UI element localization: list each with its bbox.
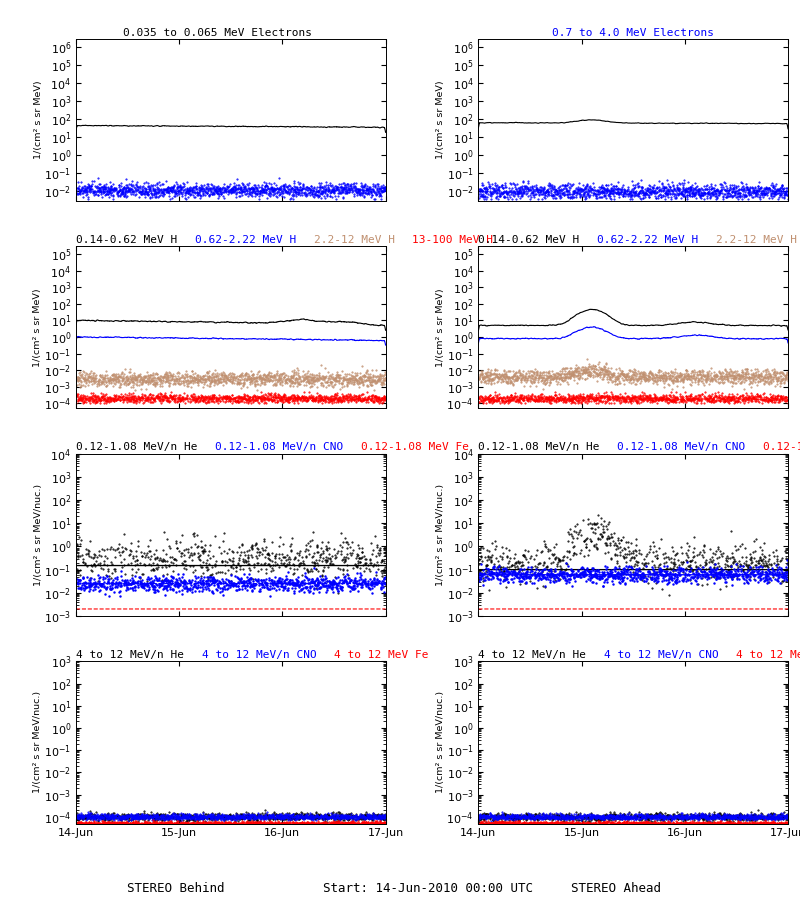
Y-axis label: 1/(cm² s sr MeV/nuc.): 1/(cm² s sr MeV/nuc.) [34, 691, 42, 794]
Text: 0.62-2.22 MeV H: 0.62-2.22 MeV H [597, 235, 712, 245]
Text: 4 to 12 MeV Fe: 4 to 12 MeV Fe [334, 650, 428, 660]
Title: 0.035 to 0.065 MeV Electrons    : 0.035 to 0.065 MeV Electrons [122, 28, 338, 38]
Text: 2.2-12 MeV H: 2.2-12 MeV H [716, 235, 800, 245]
Text: 0.12-1.08 MeV Fe: 0.12-1.08 MeV Fe [361, 442, 469, 452]
Text: 13-100 MeV H: 13-100 MeV H [412, 235, 493, 245]
Text: STEREO Behind: STEREO Behind [127, 883, 225, 896]
Y-axis label: 1/(cm² s sr MeV): 1/(cm² s sr MeV) [436, 80, 445, 159]
Text: STEREO Ahead: STEREO Ahead [571, 883, 661, 896]
Text: 4 to 12 MeV/n CNO: 4 to 12 MeV/n CNO [604, 650, 732, 660]
Text: 2.2-12 MeV H: 2.2-12 MeV H [314, 235, 408, 245]
Y-axis label: 1/(cm² s sr MeV/nuc.): 1/(cm² s sr MeV/nuc.) [436, 691, 445, 794]
Text: 0.62-2.22 MeV H: 0.62-2.22 MeV H [194, 235, 310, 245]
Text: 0.12-1.08 MeV/n He: 0.12-1.08 MeV/n He [76, 442, 211, 452]
Title: 0.7 to 4.0 MeV Electrons: 0.7 to 4.0 MeV Electrons [552, 28, 714, 38]
Text: Start: 14-Jun-2010 00:00 UTC: Start: 14-Jun-2010 00:00 UTC [323, 883, 533, 896]
Y-axis label: 1/(cm² s sr MeV): 1/(cm² s sr MeV) [436, 288, 445, 366]
Text: 4 to 12 MeV/n He: 4 to 12 MeV/n He [76, 650, 198, 660]
Y-axis label: 1/(cm² s sr MeV): 1/(cm² s sr MeV) [34, 80, 42, 159]
Text: 0.14-0.62 MeV H: 0.14-0.62 MeV H [478, 235, 593, 245]
Text: 4 to 12 MeV/n CNO: 4 to 12 MeV/n CNO [202, 650, 330, 660]
Text: 0.12-1.08 MeV Fe: 0.12-1.08 MeV Fe [763, 442, 800, 452]
Y-axis label: 1/(cm² s sr MeV): 1/(cm² s sr MeV) [34, 288, 42, 366]
Y-axis label: 1/(cm² s sr MeV/nuc.): 1/(cm² s sr MeV/nuc.) [436, 484, 445, 586]
Text: 0.14-0.62 MeV H: 0.14-0.62 MeV H [76, 235, 190, 245]
Y-axis label: 1/(cm² s sr MeV/nuc.): 1/(cm² s sr MeV/nuc.) [34, 484, 42, 586]
Text: 4 to 12 MeV Fe: 4 to 12 MeV Fe [736, 650, 800, 660]
Text: 0.12-1.08 MeV/n CNO: 0.12-1.08 MeV/n CNO [618, 442, 759, 452]
Text: 0.12-1.08 MeV/n CNO: 0.12-1.08 MeV/n CNO [215, 442, 357, 452]
Text: 4 to 12 MeV/n He: 4 to 12 MeV/n He [478, 650, 600, 660]
Text: 0.12-1.08 MeV/n He: 0.12-1.08 MeV/n He [478, 442, 614, 452]
